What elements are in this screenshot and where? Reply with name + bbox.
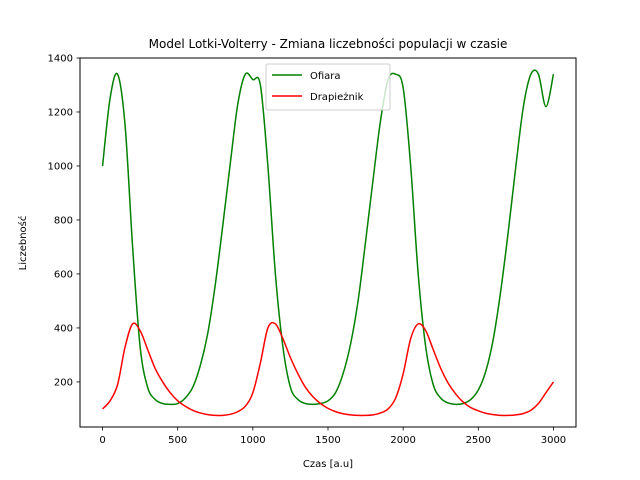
y-tick-label: 400 (54, 323, 73, 334)
x-tick-label: 1500 (315, 435, 340, 446)
chart-title: Model Lotki-Volterry - Zmiana liczebnośc… (149, 37, 508, 51)
series-line-ofiara (101, 69, 555, 406)
x-tick-label: 500 (168, 435, 187, 446)
plot-area (80, 58, 576, 427)
series-layer (101, 69, 555, 417)
y-tick-label: 800 (54, 215, 73, 226)
y-tick-label: 1400 (48, 54, 73, 65)
y-tick-label: 200 (54, 377, 73, 388)
y-tick-label: 1200 (48, 107, 73, 118)
series-line-drapieznik (101, 321, 555, 417)
legend: Ofiara Drapieżnik (265, 63, 391, 111)
y-axis: 200 400 600 800 1000 1200 1400 (48, 54, 80, 388)
x-tick-label: 2000 (390, 435, 415, 446)
x-tick-label: 0 (99, 435, 105, 446)
y-tick-label: 600 (54, 269, 73, 280)
x-tick-label: 1000 (240, 435, 265, 446)
x-tick-label: 2500 (466, 435, 491, 446)
x-tick-label: 3000 (541, 435, 566, 446)
x-axis-label: Czas [a.u] (303, 459, 353, 470)
y-tick-label: 1000 (48, 161, 73, 172)
x-axis: 0 500 1000 1500 2000 2500 3000 (99, 427, 566, 446)
y-axis-label: Liczebność (17, 216, 29, 271)
legend-label-ofiara: Ofiara (310, 71, 341, 82)
legend-label-drapieznik: Drapieżnik (310, 92, 364, 103)
